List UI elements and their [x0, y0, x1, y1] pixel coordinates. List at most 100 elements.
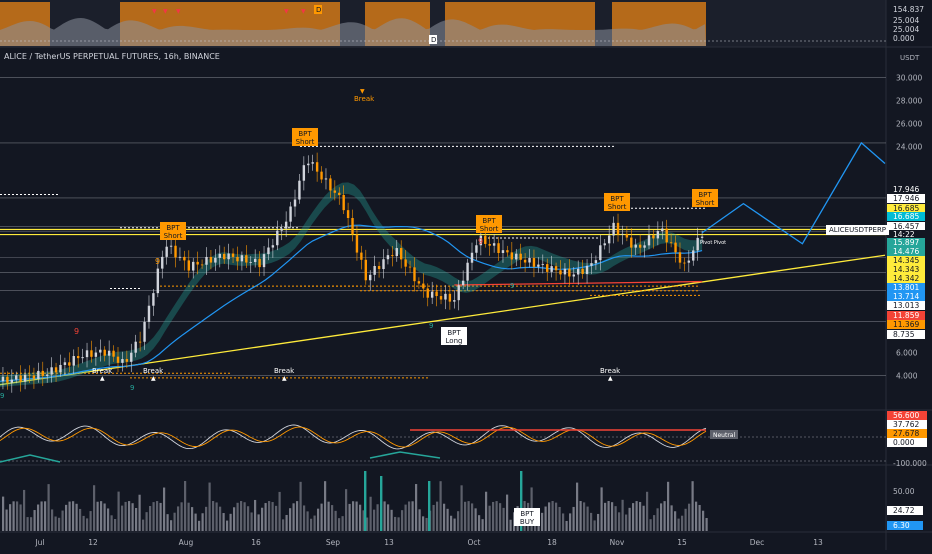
volume-bar — [401, 510, 404, 531]
volume-bar — [436, 501, 439, 531]
volume-bar — [79, 508, 82, 531]
candle-body — [643, 245, 646, 248]
volume-bar — [373, 509, 376, 531]
volume-bar — [257, 514, 260, 531]
candle-body — [510, 252, 514, 260]
volume-bar — [471, 503, 474, 531]
volume-bar-signal — [364, 471, 367, 531]
volume-bar — [404, 504, 407, 531]
price-tag: 13.714 — [893, 292, 919, 301]
candle-body — [528, 258, 531, 263]
volume-bar — [415, 484, 418, 531]
candle-body — [85, 350, 89, 358]
volume-bar — [499, 503, 502, 531]
time-label: Oct — [468, 538, 481, 547]
candle-body — [652, 235, 655, 239]
candle-body — [333, 190, 337, 193]
price-tag: 14:22 — [893, 230, 915, 239]
volume-bar — [264, 503, 267, 531]
volume-bar — [579, 501, 582, 531]
volume-bar — [324, 481, 327, 531]
volume-bar — [303, 505, 306, 531]
top-volume-wave — [0, 18, 706, 46]
price-tag: 11.859 — [893, 311, 919, 320]
bpt-short-label-bg — [692, 189, 718, 207]
volume-bar — [51, 509, 54, 531]
candle-body — [479, 235, 483, 246]
volume-bar-signal — [520, 471, 523, 531]
candle-body — [470, 252, 474, 263]
volume-bar — [635, 501, 638, 531]
volume-bar — [54, 516, 57, 531]
volume-bar — [110, 515, 113, 531]
top-red-marker: ▼ — [176, 8, 181, 15]
candle-body — [307, 163, 310, 166]
volume-bar — [47, 484, 50, 531]
candle-body — [621, 233, 624, 235]
volume-bar — [75, 503, 78, 531]
price-tag: 14.342 — [893, 274, 919, 283]
volume-bar — [698, 504, 701, 531]
candle-body — [134, 341, 137, 353]
candle-body — [152, 293, 155, 306]
volume-bar — [320, 503, 323, 531]
volume-bar — [506, 494, 509, 531]
price-tag-bg — [887, 212, 925, 221]
candle-body — [15, 375, 18, 380]
volume-bar — [68, 501, 71, 531]
bpt-buy-label-bg — [514, 508, 540, 526]
volume-bar — [684, 508, 687, 531]
candle-body — [324, 178, 328, 180]
candle-body — [400, 248, 403, 260]
candle-body — [568, 268, 571, 277]
volume-bar — [271, 502, 274, 531]
break-label: Break — [354, 95, 375, 103]
volume-bar — [597, 513, 600, 531]
volume-bar — [187, 502, 190, 531]
break-arrow: ▲ — [608, 375, 613, 382]
candle-body — [338, 192, 341, 195]
candle-body — [541, 264, 544, 265]
candle-body — [143, 321, 146, 342]
volume-bar — [387, 504, 390, 531]
candle-body — [435, 291, 438, 297]
candle-body — [342, 194, 345, 211]
volume-bar — [555, 502, 558, 531]
candle-body — [187, 260, 190, 271]
price-tag-bg — [887, 256, 925, 265]
candle-body — [461, 280, 465, 286]
candle-body — [484, 235, 487, 244]
trendline — [0, 254, 886, 386]
volume-bar — [215, 502, 218, 531]
candle-body — [209, 256, 213, 263]
volume-bar — [502, 507, 505, 531]
volume-bar — [40, 501, 43, 531]
bpt-buy-label: BPT — [520, 510, 534, 518]
osc-label: 27.678 — [893, 429, 919, 438]
candle-body — [302, 165, 306, 181]
volume-bar — [166, 514, 169, 531]
volume-bar — [453, 518, 456, 531]
time-label: Dec — [750, 538, 765, 547]
candle-body — [23, 374, 27, 382]
candle-body — [315, 162, 319, 172]
price-tag: 15.897 — [893, 238, 919, 247]
osc-label: 0.000 — [893, 438, 915, 447]
symbol-tag[interactable]: ALICEUSDTPERP — [826, 225, 890, 235]
count-nine: 9 — [130, 384, 134, 392]
break-label: Break — [92, 367, 113, 375]
candle-body — [408, 266, 412, 268]
volume-bar — [558, 506, 561, 531]
moving-average-blue — [0, 224, 703, 382]
volume-bar — [159, 502, 162, 531]
count-nine: 9 — [74, 327, 79, 336]
price-tag-bg — [887, 330, 925, 339]
candle-body — [404, 259, 407, 267]
price-tick: 4.000 — [896, 372, 918, 381]
volume-bar-signal — [428, 481, 431, 531]
top-d-marker-bg — [314, 5, 322, 14]
volume-bar — [614, 506, 617, 531]
candle-body — [107, 350, 111, 356]
